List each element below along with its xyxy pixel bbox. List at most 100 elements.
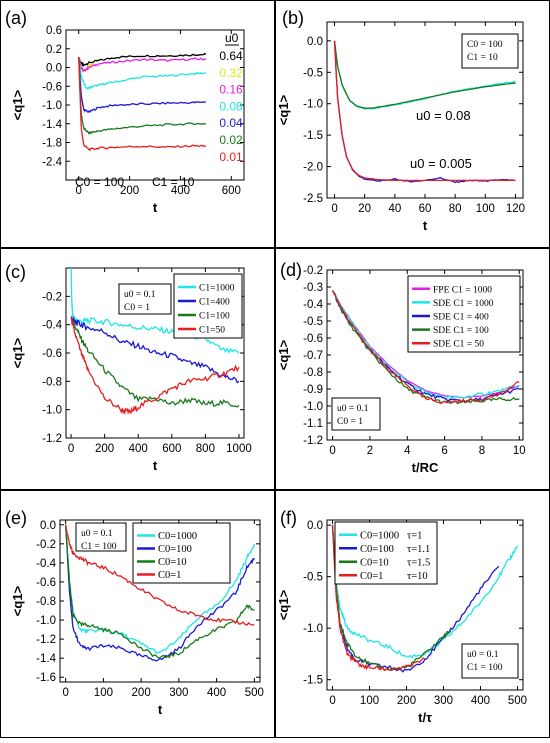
panel-label: (b) xyxy=(282,8,304,28)
legend-entry: SDE C1 = 50 xyxy=(433,340,484,350)
x-tick-label: 500 xyxy=(508,695,527,707)
y-axis-label: <q1> xyxy=(276,339,291,370)
legend-entry: C1=100 xyxy=(199,312,230,322)
x-tick-label: 400 xyxy=(171,185,190,197)
legend-entry-tau: τ=1 xyxy=(407,530,422,541)
parameter-box xyxy=(118,283,172,315)
y-tick-label: -0.2 xyxy=(42,291,62,303)
y-tick-label: -0.3 xyxy=(303,282,323,294)
series-line-4 xyxy=(331,525,426,672)
x-tick-label: 40 xyxy=(388,203,401,215)
plot-area xyxy=(326,519,524,691)
series-line-3 xyxy=(78,57,206,73)
y-tick-label: -1.6 xyxy=(36,672,56,684)
x-axis-label: t xyxy=(158,702,163,717)
legend-entry-tau: τ=10 xyxy=(407,571,428,582)
panel-label: (d) xyxy=(280,260,302,280)
y-tick-label: -1.4 xyxy=(42,119,62,131)
series-line-1 xyxy=(331,525,519,659)
legend-entry: C0=10 xyxy=(360,557,389,568)
y-tick-label: 0.0 xyxy=(40,520,56,532)
panel-d: (d) 0 2 4 6 8 10 -0.2 -0.3 -0.4 -0.5 -0.6 -0.7 -0.8 -0… xyxy=(276,260,526,475)
y-tick-label: -1.0 xyxy=(42,100,62,112)
series-line-2 xyxy=(70,315,240,384)
y-tick-label: -1.0 xyxy=(303,623,323,635)
annotation: u0 = 0.005 xyxy=(410,156,472,171)
y-tick-label: -1.2 xyxy=(303,435,323,447)
legend-entry: C0=1000 xyxy=(158,531,197,542)
x-tick-label: 200 xyxy=(132,687,151,699)
parameter-text: u0 = 0.1 xyxy=(124,290,156,300)
legend-box xyxy=(132,522,231,584)
legend-entry: 0.08 xyxy=(219,99,243,113)
x-tick-label: 4 xyxy=(404,445,411,457)
y-tick-label: -0.6 xyxy=(303,333,323,345)
legend-title: u0 xyxy=(225,31,239,45)
legend-entry: C0=1000 xyxy=(360,530,399,541)
x-axis-label: t/τ xyxy=(418,710,432,725)
y-axis-label: <q1> xyxy=(10,89,25,120)
panel-e: (e) 0 100 200 300 400 500 0.0 -0.2 -0.4 -0.6 -0.8 -1… xyxy=(5,508,264,717)
legend-entry: C1=50 xyxy=(199,326,225,336)
x-tick-label: 1000 xyxy=(226,443,252,455)
y-tick-label: -0.8 xyxy=(36,596,56,608)
x-tick-label: 200 xyxy=(95,443,114,455)
legend-entry: SDE C1 = 400 xyxy=(433,313,489,323)
parameter-text: u0 = 0.1 xyxy=(337,404,369,414)
parameter-box xyxy=(461,33,519,69)
panel-b: (b) 0 20 40 60 80 100 120 0.0 -0.5 -1.0 -1.5 -2.0 -2.… xyxy=(276,8,525,233)
x-tick-label: 400 xyxy=(207,687,226,699)
y-tick-label: -1.0 xyxy=(303,401,323,413)
legend-box xyxy=(334,521,438,585)
x-tick-label: 500 xyxy=(245,687,264,699)
x-tick-label: 600 xyxy=(162,443,181,455)
y-tick-label: 0.0 xyxy=(46,63,62,75)
x-axis-label: t xyxy=(153,458,158,473)
x-tick-label: 400 xyxy=(129,443,148,455)
y-tick-label: -1.5 xyxy=(303,675,323,687)
y-tick-label: -0.4 xyxy=(42,320,62,332)
legend-entry: 0.64 xyxy=(219,49,243,63)
parameter-box xyxy=(331,397,381,431)
y-tick-label: -1.2 xyxy=(42,433,62,445)
x-tick-label: 0 xyxy=(76,185,82,197)
x-tick-label: 0 xyxy=(329,695,335,707)
series-line-2 xyxy=(332,290,520,400)
x-tick-label: 400 xyxy=(471,695,490,707)
y-tick-label: -0.5 xyxy=(303,67,323,79)
y-tick-label: -0.8 xyxy=(42,376,62,388)
y-tick-label: -0.4 xyxy=(303,299,323,311)
y-tick-label: -2.4 xyxy=(42,156,62,168)
y-tick-label: -0.9 xyxy=(303,384,323,396)
parameter-text: C0 = 1 xyxy=(337,417,363,427)
y-tick-label: -0.6 xyxy=(42,81,62,93)
parameter-text: C1 = 10 xyxy=(467,53,498,63)
x-tick-label: 300 xyxy=(169,687,188,699)
series-line-4 xyxy=(333,40,516,182)
panel-frame-1 xyxy=(0,0,275,248)
legend-entry: 0.01 xyxy=(219,150,243,164)
series-line-6 xyxy=(78,57,206,135)
x-tick-label: 200 xyxy=(397,695,416,707)
annotation: u0 = 0.08 xyxy=(416,108,471,123)
panel-frame-3 xyxy=(0,248,275,490)
x-tick-label: 8 xyxy=(479,445,485,457)
x-tick-label: 6 xyxy=(441,445,447,457)
y-tick-label: -1.0 xyxy=(42,405,62,417)
series-line-2 xyxy=(65,524,255,662)
legend-entry: C0=100 xyxy=(360,544,394,555)
y-axis-label: <q1> xyxy=(276,94,291,125)
legend-entry: 0.32 xyxy=(219,66,243,80)
x-tick-label: 0 xyxy=(329,445,335,457)
x-tick-label: 2 xyxy=(367,445,373,457)
panel-label: (c) xyxy=(5,262,26,282)
y-axis-label: <q1> xyxy=(10,337,25,368)
x-tick-label: 0 xyxy=(62,687,68,699)
x-tick-label: 300 xyxy=(434,695,453,707)
y-tick-label: -1.1 xyxy=(303,418,323,430)
x-axis-label: t/RC xyxy=(412,460,439,475)
series-line-5 xyxy=(332,290,520,405)
series-line-1 xyxy=(78,52,207,68)
y-tick-label: -0.5 xyxy=(303,316,323,328)
